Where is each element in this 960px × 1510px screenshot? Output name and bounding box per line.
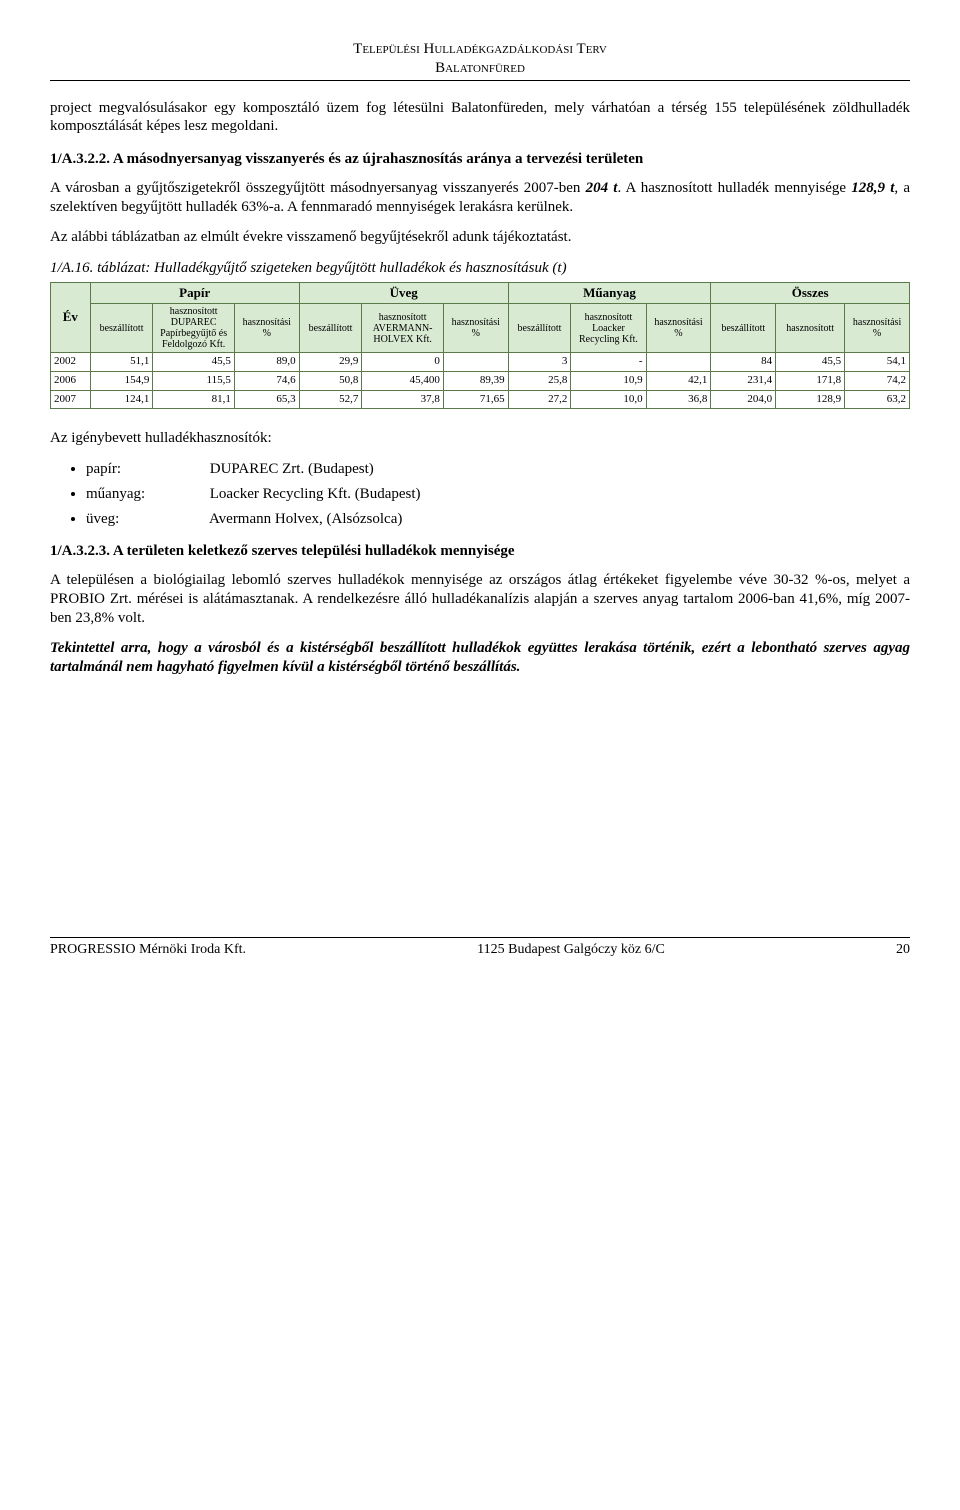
section-b-paragraph-1: A településen a biológiailag lebomló sze… [50, 571, 910, 627]
provider-label: üveg: [86, 510, 206, 529]
cell: 171,8 [776, 371, 845, 390]
list-item: üveg: Avermann Holvex, (Alsózsolca) [86, 510, 910, 529]
header-line-2: Balatonfüred [50, 59, 910, 78]
provider-value: Loacker Recycling Kft. (Budapest) [210, 486, 421, 502]
text-fragment: . A hasznosított hulladék mennyisége [617, 180, 851, 196]
cell: - [571, 353, 646, 372]
cell: 89,0 [234, 353, 299, 372]
cell: 89,39 [443, 371, 508, 390]
cell-year: 2002 [51, 353, 91, 372]
cell: 50,8 [299, 371, 362, 390]
cell: 51,1 [90, 353, 153, 372]
providers-heading: Az igénybevett hulladékhasznosítók: [50, 429, 910, 448]
col-ev: Év [51, 282, 91, 352]
footer-left: PROGRESSIO Mérnöki Iroda Kft. [50, 941, 246, 959]
sub-hasznositasi-pct: hasznosítási % [646, 304, 711, 353]
cell-year: 2007 [51, 390, 91, 409]
cell: 74,2 [845, 371, 910, 390]
header-line-1: Települési Hulladékgazdálkodási Terv [50, 40, 910, 59]
cell-year: 2006 [51, 371, 91, 390]
list-item: műanyag: Loacker Recycling Kft. (Budapes… [86, 485, 910, 504]
sub-beszallitott: beszállított [508, 304, 571, 353]
cell: 84 [711, 353, 776, 372]
sub-beszallitott: beszállított [711, 304, 776, 353]
cell: 10,0 [571, 390, 646, 409]
footer-right: 20 [896, 941, 910, 959]
table-caption: 1/A.16. táblázat: Hulladékgyűjtő szigete… [50, 259, 910, 278]
provider-value: Avermann Holvex, (Alsózsolca) [209, 511, 402, 527]
cell: 74,6 [234, 371, 299, 390]
cell: 25,8 [508, 371, 571, 390]
table-row: 2002 51,1 45,5 89,0 29,9 0 3 - 84 45,5 5… [51, 353, 910, 372]
section-b-paragraph-2: Tekintettel arra, hogy a városból és a k… [50, 639, 910, 677]
cell [443, 353, 508, 372]
section-a-paragraph-2: Az alábbi táblázatban az elmúlt évekre v… [50, 228, 910, 247]
cell: 45,5 [153, 353, 235, 372]
col-group-uveg: Üveg [299, 282, 508, 303]
value-2: 128,9 t [851, 180, 894, 196]
section-b-heading: 1/A.3.2.3. A területen keletkező szerves… [50, 542, 910, 561]
footer-center: 1125 Budapest Galgóczy köz 6/C [477, 941, 665, 959]
table-row: 2007 124,1 81,1 65,3 52,7 37,8 71,65 27,… [51, 390, 910, 409]
sub-hasznositasi-pct: hasznosítási % [443, 304, 508, 353]
cell: 29,9 [299, 353, 362, 372]
sub-hasznositasi-pct: hasznosítási % [845, 304, 910, 353]
sub-hasznositott-papir: hasznosított DUPAREC Papírbegyűjtő és Fe… [153, 304, 235, 353]
cell: 115,5 [153, 371, 235, 390]
waste-table: Év Papír Üveg Műanyag Összes beszállítot… [50, 282, 910, 410]
col-group-osszes: Összes [711, 282, 910, 303]
table-row: 2006 154,9 115,5 74,6 50,8 45,400 89,39 … [51, 371, 910, 390]
cell: 42,1 [646, 371, 711, 390]
cell: 10,9 [571, 371, 646, 390]
cell: 124,1 [90, 390, 153, 409]
document-header: Települési Hulladékgazdálkodási Terv Bal… [50, 40, 910, 81]
section-a-paragraph-1: A városban a gyűjtőszigetekről összegyűj… [50, 179, 910, 217]
cell: 36,8 [646, 390, 711, 409]
cell: 65,3 [234, 390, 299, 409]
text-fragment: A városban a gyűjtőszigetekről összegyűj… [50, 180, 586, 196]
provider-label: műanyag: [86, 485, 206, 504]
provider-label: papír: [86, 460, 206, 479]
page-footer: PROGRESSIO Mérnöki Iroda Kft. 1125 Budap… [50, 937, 910, 959]
cell: 37,8 [362, 390, 444, 409]
sub-beszallitott: beszállított [90, 304, 153, 353]
cell: 204,0 [711, 390, 776, 409]
section-a-heading: 1/A.3.2.2. A másodnyersanyag visszanyeré… [50, 150, 910, 169]
cell: 52,7 [299, 390, 362, 409]
cell: 45,5 [776, 353, 845, 372]
cell: 3 [508, 353, 571, 372]
sub-hasznositott-uveg: hasznosított AVERMANN-HOLVEX Kft. [362, 304, 444, 353]
col-group-muanyag: Műanyag [508, 282, 711, 303]
sub-beszallitott: beszállított [299, 304, 362, 353]
cell: 71,65 [443, 390, 508, 409]
cell: 63,2 [845, 390, 910, 409]
cell [646, 353, 711, 372]
list-item: papír: DUPAREC Zrt. (Budapest) [86, 460, 910, 479]
providers-list: papír: DUPAREC Zrt. (Budapest) műanyag: … [86, 460, 910, 528]
cell: 27,2 [508, 390, 571, 409]
sub-hasznositasi-pct: hasznosítási % [234, 304, 299, 353]
cell: 45,400 [362, 371, 444, 390]
intro-paragraph: project megvalósulásakor egy komposztáló… [50, 99, 910, 137]
cell: 154,9 [90, 371, 153, 390]
value-1: 204 t [586, 180, 618, 196]
cell: 81,1 [153, 390, 235, 409]
col-group-papir: Papír [90, 282, 299, 303]
provider-value: DUPAREC Zrt. (Budapest) [210, 461, 374, 477]
cell: 0 [362, 353, 444, 372]
sub-hasznositott-muanyag: hasznosított Loacker Recycling Kft. [571, 304, 646, 353]
cell: 128,9 [776, 390, 845, 409]
cell: 231,4 [711, 371, 776, 390]
sub-hasznositott: hasznosított [776, 304, 845, 353]
cell: 54,1 [845, 353, 910, 372]
